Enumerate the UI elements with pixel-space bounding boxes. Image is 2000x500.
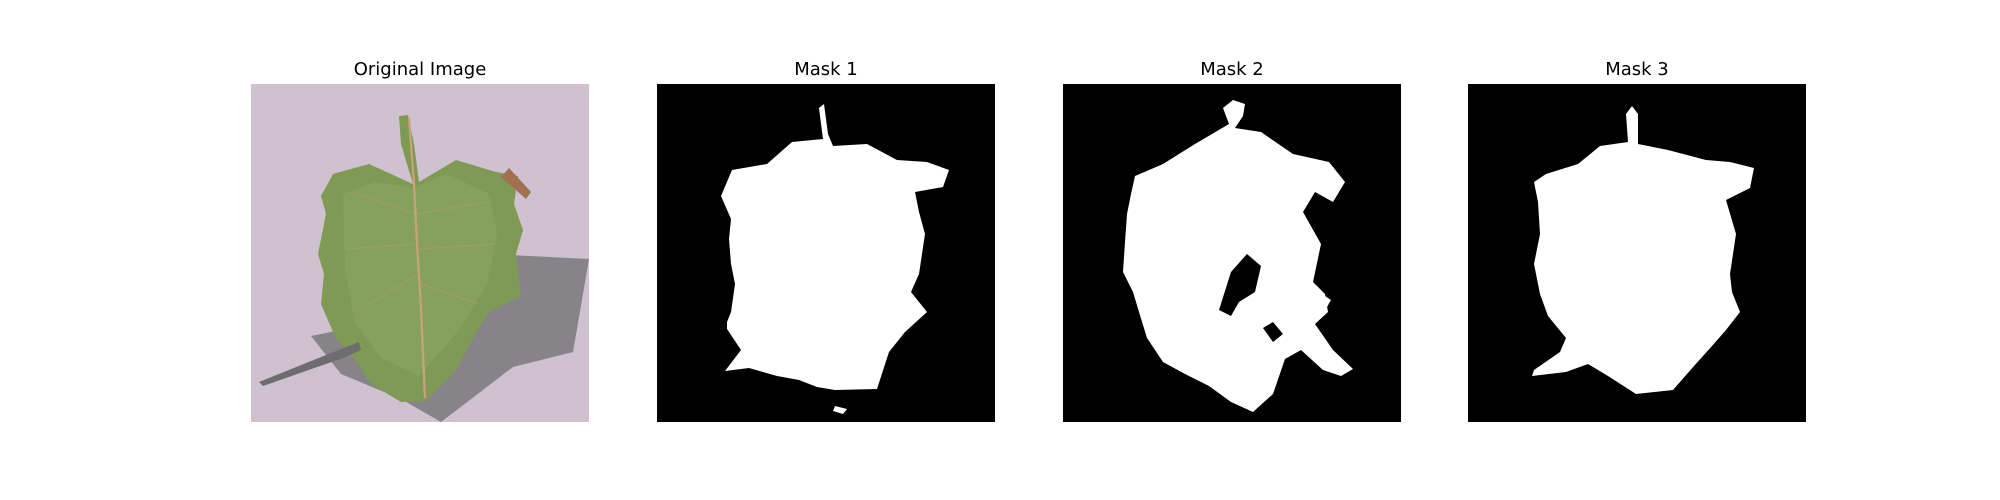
mask-region (721, 104, 949, 390)
mask-hole (1219, 254, 1261, 316)
mask-speck (1664, 360, 1676, 372)
shadow-stroke (259, 342, 361, 386)
panel-mask-2: Mask 2 (1063, 0, 1401, 500)
mask-speck (833, 406, 847, 414)
leaf-vein (407, 117, 427, 399)
mask-region (1123, 100, 1353, 412)
panel-title: Mask 3 (1605, 59, 1669, 80)
mask-3-image (1468, 84, 1806, 422)
mask-region (1532, 106, 1754, 394)
panel-mask-3: Mask 3 (1468, 0, 1806, 500)
panel-original-image: Original Image (251, 0, 589, 500)
mask-hole (1263, 322, 1283, 342)
panel-title: Mask 2 (1200, 59, 1264, 80)
original-leaf-image (251, 84, 589, 422)
mask-2-image (1063, 84, 1401, 422)
leaf-stem (501, 168, 531, 199)
panel-title: Original Image (353, 59, 487, 80)
panel-title: Mask 1 (794, 59, 858, 80)
mask-speck (1315, 296, 1331, 314)
leaf (318, 115, 523, 402)
mask-1-image (657, 84, 995, 422)
panel-mask-1: Mask 1 (657, 0, 995, 500)
leaf-veins-side (345, 193, 497, 310)
